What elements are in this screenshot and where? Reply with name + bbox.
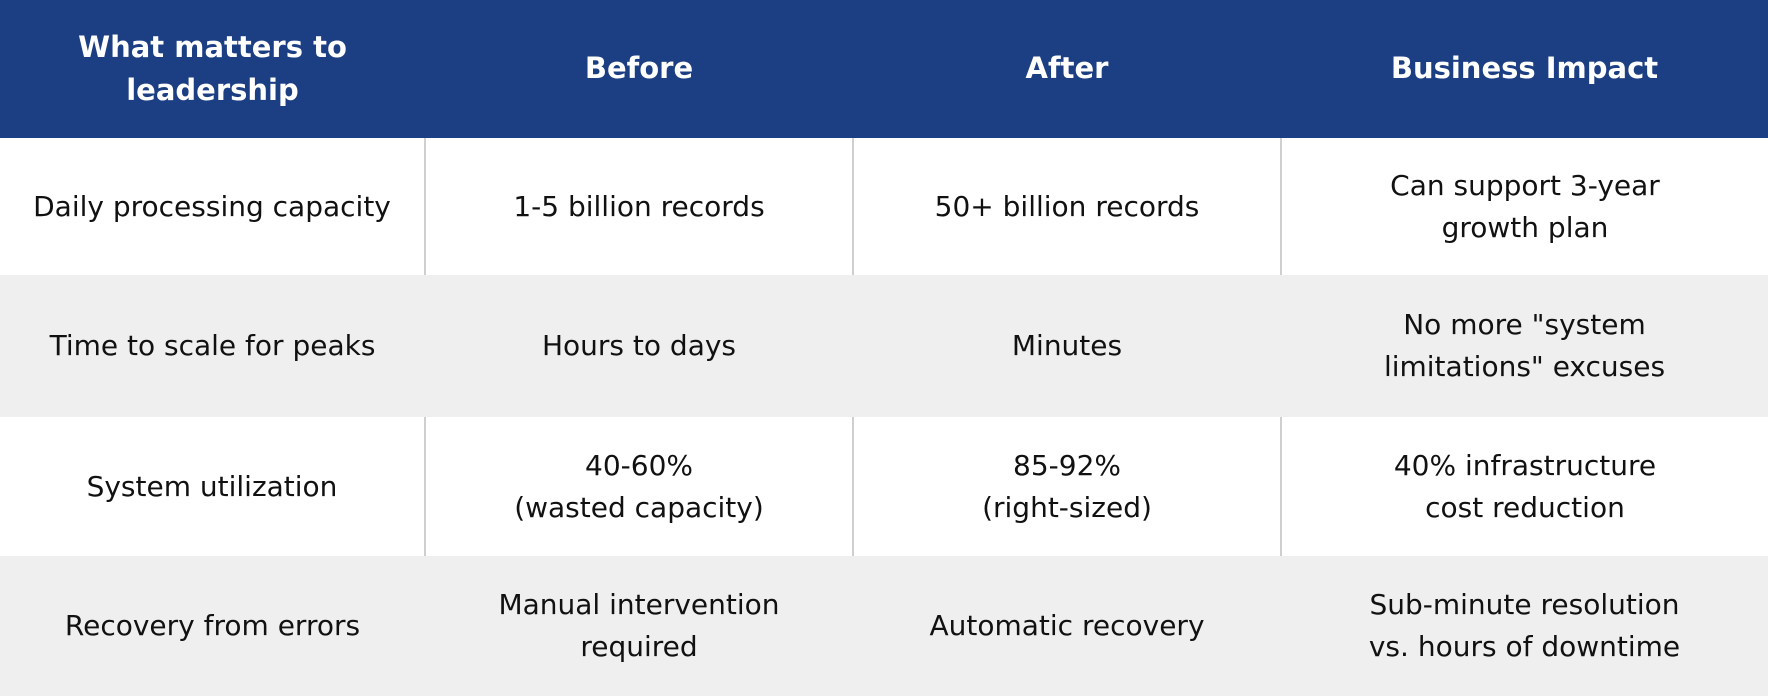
header-cell: Before [425,0,853,138]
table-cell: Recovery from errors [0,556,425,696]
table-cell: Minutes [853,275,1281,417]
table-cell: Time to scale for peaks [0,275,425,417]
table-cell: Hours to days [425,275,853,417]
table-row: Recovery from errors Manual intervention … [0,556,1768,696]
header-row: What matters to leadership Before After Bus… [0,0,1768,138]
table-row: Daily processing capacity 1-5 billion rec… [0,138,1768,275]
table-row: Time to scale for peaks Hours to days Minu… [0,275,1768,417]
table-cell: 1-5 billion records [424,138,853,275]
table-cell: System utilization [0,417,425,556]
table-cell: 85-92% (right-sized) [852,417,1281,556]
table-cell: Sub-minute resolution vs. hours of downt… [1281,556,1768,696]
table-cell: 40% infrastructure cost reduction [1280,417,1768,556]
table-cell: No more "system limitations" excuses [1281,275,1768,417]
table-cell: 40-60% (wasted capacity) [424,417,853,556]
table-cell: Daily processing capacity [0,138,425,275]
table-cell: Can support 3-year growth plan [1280,138,1768,275]
table-header: What matters to leadership Before After Bus… [0,0,1768,138]
table-body: Daily processing capacity 1-5 billion rec… [0,138,1768,696]
header-cell: Business Impact [1281,0,1768,138]
table-cell: Automatic recovery [853,556,1281,696]
table-row: System utilization 40-60% (wasted capacit… [0,417,1768,556]
table-cell: 50+ billion records [852,138,1281,275]
header-cell: After [853,0,1281,138]
header-cell: What matters to leadership [0,0,425,138]
table-cell: Manual intervention required [425,556,853,696]
